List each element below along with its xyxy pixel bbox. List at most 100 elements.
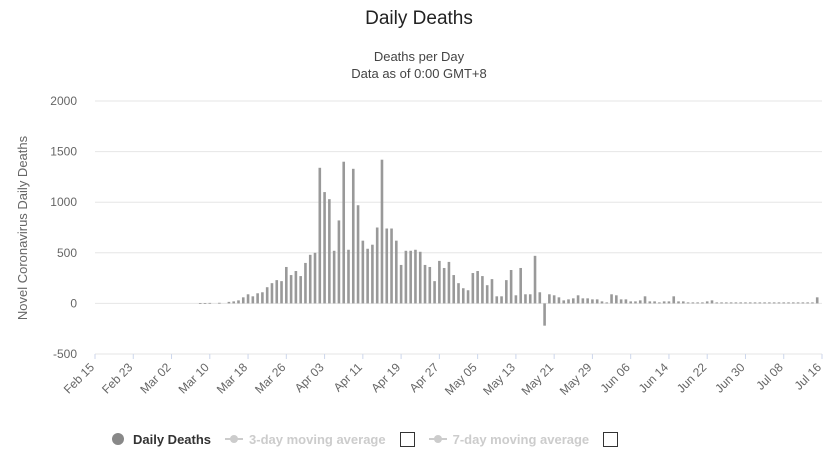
bar-daily-deaths[interactable]: [686, 302, 690, 304]
bar-daily-deaths[interactable]: [227, 301, 231, 304]
bar-daily-deaths[interactable]: [739, 302, 742, 304]
legend-item-daily-deaths[interactable]: Daily Deaths: [112, 432, 211, 447]
bar-daily-deaths[interactable]: [615, 295, 618, 304]
bar-daily-deaths[interactable]: [629, 301, 632, 304]
bar-daily-deaths[interactable]: [538, 292, 542, 304]
bar-daily-deaths[interactable]: [318, 167, 322, 304]
bar-daily-deaths[interactable]: [433, 281, 436, 304]
checkbox-7-day-average[interactable]: [603, 431, 619, 447]
bar-daily-deaths[interactable]: [524, 294, 527, 304]
bar-daily-deaths[interactable]: [414, 249, 417, 304]
bar-daily-deaths[interactable]: [251, 296, 255, 304]
bar-daily-deaths[interactable]: [519, 267, 522, 304]
bar-daily-deaths[interactable]: [648, 301, 652, 304]
bar-daily-deaths[interactable]: [485, 285, 489, 304]
bar-daily-deaths[interactable]: [653, 301, 656, 304]
bar-daily-deaths[interactable]: [552, 295, 556, 304]
bar-daily-deaths[interactable]: [323, 192, 326, 304]
bar-daily-deaths[interactable]: [380, 159, 384, 304]
bar-daily-deaths[interactable]: [428, 266, 432, 304]
bar-daily-deaths[interactable]: [811, 302, 814, 304]
bar-daily-deaths[interactable]: [605, 302, 609, 304]
bar-daily-deaths[interactable]: [418, 251, 422, 304]
bar-daily-deaths[interactable]: [725, 302, 728, 304]
bar-daily-deaths[interactable]: [586, 298, 589, 304]
bar-daily-deaths[interactable]: [208, 302, 212, 304]
bar-daily-deaths[interactable]: [681, 301, 685, 304]
bar-daily-deaths[interactable]: [241, 297, 245, 304]
bar-daily-deaths[interactable]: [548, 294, 551, 304]
bar-daily-deaths[interactable]: [337, 220, 341, 304]
bar-daily-deaths[interactable]: [342, 161, 346, 304]
bar-daily-deaths[interactable]: [701, 302, 704, 304]
bar-daily-deaths[interactable]: [390, 228, 393, 304]
bar-daily-deaths[interactable]: [543, 303, 546, 326]
bar-daily-deaths[interactable]: [643, 296, 647, 304]
bar-daily-deaths[interactable]: [361, 240, 365, 304]
bar-daily-deaths[interactable]: [705, 301, 709, 304]
bar-daily-deaths[interactable]: [452, 275, 456, 304]
bar-daily-deaths[interactable]: [308, 254, 312, 304]
bar-daily-deaths[interactable]: [533, 255, 537, 304]
bar-daily-deaths[interactable]: [232, 301, 236, 304]
bar-daily-deaths[interactable]: [777, 302, 781, 304]
bar-daily-deaths[interactable]: [198, 303, 202, 304]
bar-daily-deaths[interactable]: [806, 302, 809, 304]
bar-daily-deaths[interactable]: [371, 244, 374, 304]
bar-daily-deaths[interactable]: [347, 249, 350, 304]
bar-daily-deaths[interactable]: [457, 283, 460, 304]
bar-daily-deaths[interactable]: [787, 302, 790, 304]
bar-daily-deaths[interactable]: [237, 300, 240, 304]
bar-daily-deaths[interactable]: [763, 302, 766, 304]
bar-daily-deaths[interactable]: [638, 300, 642, 304]
bar-daily-deaths[interactable]: [768, 302, 771, 304]
bar-daily-deaths[interactable]: [729, 302, 733, 304]
bar-daily-deaths[interactable]: [299, 276, 302, 304]
bar-daily-deaths[interactable]: [815, 297, 819, 304]
bar-daily-deaths[interactable]: [667, 301, 671, 304]
bar-daily-deaths[interactable]: [375, 227, 379, 304]
bar-daily-deaths[interactable]: [748, 302, 752, 304]
bar-daily-deaths[interactable]: [256, 293, 259, 304]
bar-daily-deaths[interactable]: [270, 283, 274, 304]
bar-daily-deaths[interactable]: [265, 287, 269, 304]
bar-daily-deaths[interactable]: [399, 264, 403, 304]
bar-daily-deaths[interactable]: [528, 294, 532, 304]
bar-daily-deaths[interactable]: [696, 302, 699, 304]
bar-daily-deaths[interactable]: [710, 300, 714, 304]
bar-daily-deaths[interactable]: [495, 296, 499, 304]
bar-daily-deaths[interactable]: [801, 302, 805, 304]
bar-daily-deaths[interactable]: [658, 302, 661, 304]
bar-daily-deaths[interactable]: [313, 252, 317, 304]
bar-daily-deaths[interactable]: [562, 300, 566, 304]
bar-daily-deaths[interactable]: [672, 296, 676, 304]
bar-daily-deaths[interactable]: [246, 294, 250, 304]
bar-daily-deaths[interactable]: [423, 264, 427, 304]
bar-daily-deaths[interactable]: [332, 250, 336, 304]
bar-daily-deaths[interactable]: [557, 297, 561, 304]
bar-daily-deaths[interactable]: [466, 290, 470, 304]
bar-daily-deaths[interactable]: [438, 260, 441, 304]
bar-daily-deaths[interactable]: [581, 298, 585, 304]
bar-daily-deaths[interactable]: [285, 266, 288, 304]
bar-daily-deaths[interactable]: [734, 302, 738, 304]
bar-daily-deaths[interactable]: [490, 279, 494, 304]
bar-daily-deaths[interactable]: [634, 301, 637, 304]
bar-daily-deaths[interactable]: [624, 299, 628, 304]
checkbox-3-day-average[interactable]: [399, 431, 415, 447]
bar-daily-deaths[interactable]: [356, 205, 360, 304]
bar-daily-deaths[interactable]: [500, 296, 503, 304]
bar-daily-deaths[interactable]: [218, 302, 221, 304]
bar-daily-deaths[interactable]: [351, 168, 355, 304]
bar-daily-deaths[interactable]: [476, 271, 479, 304]
bar-daily-deaths[interactable]: [600, 301, 604, 304]
bar-daily-deaths[interactable]: [576, 295, 580, 304]
legend-item-7-day-average[interactable]: 7-day moving average: [428, 431, 619, 447]
bar-daily-deaths[interactable]: [294, 271, 298, 304]
bar-daily-deaths[interactable]: [289, 275, 293, 304]
bar-daily-deaths[interactable]: [610, 294, 613, 304]
bar-daily-deaths[interactable]: [275, 280, 279, 304]
bar-daily-deaths[interactable]: [744, 302, 747, 304]
bar-daily-deaths[interactable]: [782, 302, 786, 304]
bar-daily-deaths[interactable]: [447, 261, 451, 304]
